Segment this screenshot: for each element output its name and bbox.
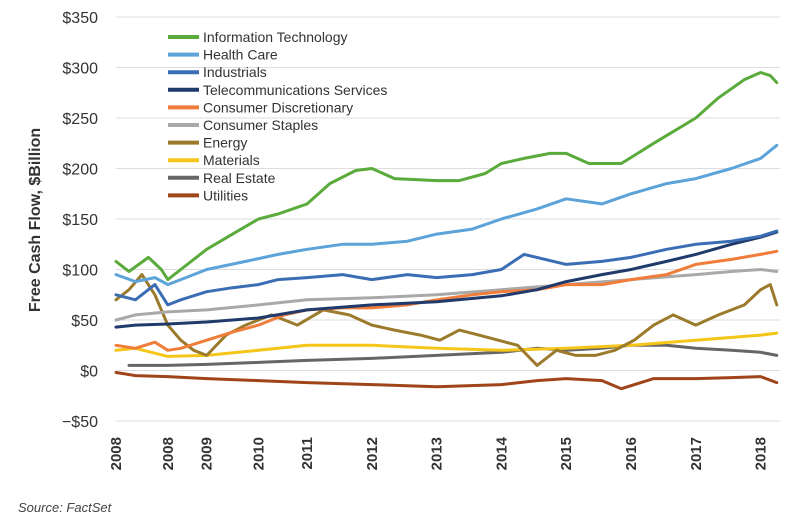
legend-label-industrials: Industrials	[203, 64, 267, 80]
x-tick-label: 2017	[688, 437, 705, 470]
x-tick-label: 2016	[623, 437, 640, 470]
series-line-energy	[114, 273, 779, 367]
y-tick-label: −$50	[62, 414, 98, 431]
legend-label-consumer-staples: Consumer Staples	[203, 117, 318, 133]
x-tick-label: 2010	[251, 437, 268, 470]
series-line-information-technology	[114, 71, 779, 282]
y-tick-label: $350	[62, 10, 98, 27]
y-tick-label: $300	[62, 61, 98, 78]
y-tick-label: $100	[62, 263, 98, 280]
y-tick-label: $250	[62, 111, 98, 128]
series-lines	[114, 71, 779, 391]
legend: Information Technology Health CareIndustr…	[168, 29, 387, 203]
source-note: Source: FactSet	[18, 500, 112, 515]
series-line-consumer-discretionary	[114, 249, 779, 352]
series-line-materials	[114, 331, 779, 358]
x-tick-label: 2008	[160, 437, 177, 470]
x-tick-label: 2011	[299, 437, 316, 470]
legend-label-energy: Energy	[203, 135, 247, 151]
legend-label-telecommunications-services: Telecommunications Services	[203, 82, 387, 98]
y-axis-ticks: −$50 $0 $50 $100 $150 $200 $250 $300 $350	[62, 10, 98, 431]
legend-label-information-technology: Information Technology	[203, 29, 348, 45]
y-tick-label: $150	[62, 212, 98, 229]
x-tick-label: 2018	[753, 437, 770, 470]
x-tick-label: 2012	[364, 437, 381, 470]
x-tick-label: 2013	[429, 437, 446, 470]
series-line-utilities	[114, 371, 779, 391]
legend-label-health-care: Health Care	[203, 47, 278, 63]
legend-label-real-estate: Real Estate	[203, 170, 276, 186]
x-axis-ticks: 2008 2008 2009 2010 2011 2012 2013 2014 2015 2016…	[108, 436, 770, 470]
y-tick-label: $0	[80, 364, 98, 381]
y-tick-label: $200	[62, 162, 98, 179]
series-line-industrials	[114, 229, 779, 307]
series-line-health-care	[114, 143, 779, 287]
legend-label-utilities: Utilities	[203, 187, 248, 203]
legend-label-materials: Materials	[203, 152, 260, 168]
x-tick-label: 2009	[199, 437, 216, 470]
x-tick-label: 2015	[558, 437, 575, 470]
y-axis-label: Free Cash Flow, $Billion	[27, 128, 44, 312]
series-line-telecommunications-services	[114, 230, 779, 329]
x-tick-label: 2008	[108, 437, 125, 470]
x-tick-label: 2014	[493, 436, 510, 470]
legend-label-consumer-discretionary: Consumer Discretionary	[203, 99, 353, 115]
y-tick-label: $50	[71, 313, 98, 330]
series-line-consumer-staples	[114, 268, 779, 322]
